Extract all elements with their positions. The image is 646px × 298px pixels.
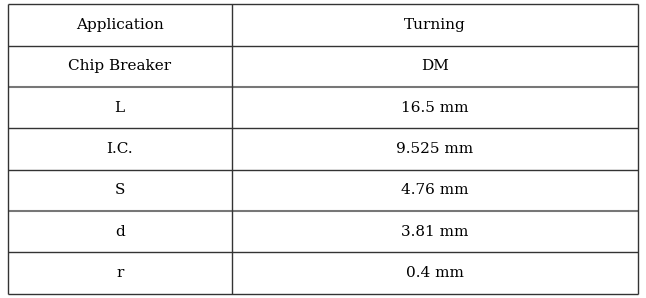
Text: 9.525 mm: 9.525 mm bbox=[397, 142, 474, 156]
Text: I.C.: I.C. bbox=[107, 142, 133, 156]
Text: 3.81 mm: 3.81 mm bbox=[401, 225, 468, 239]
Text: 4.76 mm: 4.76 mm bbox=[401, 183, 468, 197]
Text: 16.5 mm: 16.5 mm bbox=[401, 101, 468, 115]
Text: DM: DM bbox=[421, 59, 449, 73]
Text: d: d bbox=[115, 225, 125, 239]
Text: Application: Application bbox=[76, 18, 163, 32]
Text: L: L bbox=[114, 101, 125, 115]
Text: r: r bbox=[116, 266, 123, 280]
Text: Chip Breaker: Chip Breaker bbox=[68, 59, 171, 73]
Text: 0.4 mm: 0.4 mm bbox=[406, 266, 464, 280]
Text: Turning: Turning bbox=[404, 18, 466, 32]
Text: S: S bbox=[114, 183, 125, 197]
